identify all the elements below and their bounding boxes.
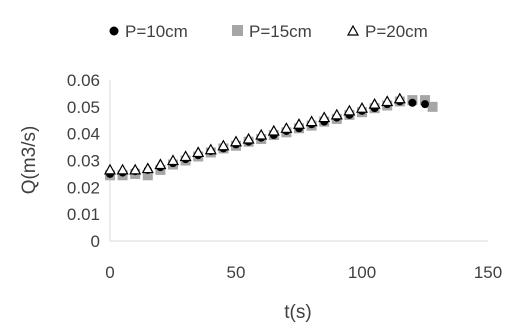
y-axis-label: Q(m3/s) [19,126,40,195]
data-point [355,101,369,113]
data-point [255,128,268,140]
data-point [129,163,142,175]
data-point [420,95,430,106]
data-point [368,97,381,109]
series-circle [106,97,429,178]
data-point [343,104,356,116]
data-point [204,143,217,155]
y-tick-label: 0.01 [67,205,100,224]
data-point [292,118,306,129]
data-point [242,132,255,144]
legend: P=10cm P=15cm P=20cm [109,22,428,41]
legend-label: P=20cm [365,22,428,41]
y-tick-label: 0.02 [67,178,100,197]
data-point [116,163,129,175]
data-point [427,101,438,112]
data-point [192,146,205,158]
x-tick-label: 150 [474,263,502,282]
data-point [330,108,343,120]
y-tick-label: 0.06 [67,71,100,90]
data-point [393,92,406,104]
legend-label: P=10cm [125,22,188,41]
data-point [103,163,117,175]
data-point [421,100,429,109]
x-axis-label: t(s) [284,302,311,322]
y-tick-label: 0 [91,232,100,251]
data-point [142,170,153,181]
legend-item-p20: P=20cm [346,22,428,41]
legend-marker-triangle [346,24,360,36]
data-point [166,154,180,166]
x-tick-label: 100 [348,263,376,282]
data-series [103,92,438,181]
data-point [141,162,154,174]
data-point [305,115,318,127]
legend-item-p15: P=15cm [232,22,312,41]
y-tick-label: 0.04 [67,125,100,144]
data-point [318,111,331,123]
legend-label: P=15cm [249,22,312,41]
data-point [154,158,167,170]
x-tick-label: 50 [227,263,246,282]
legend-marker-square [232,25,243,36]
legend-marker-circle [109,26,119,36]
data-point [229,135,243,147]
x-tick-labels: 0 50 100 150 [105,263,502,282]
data-point [280,122,293,133]
y-tick-labels: 0 0.01 0.02 0.03 0.04 0.05 0.06 [67,71,100,251]
data-point [267,124,280,136]
y-tick-label: 0.05 [67,98,100,117]
data-point [408,98,417,107]
data-point [179,150,192,162]
data-point [217,139,230,151]
series-triangle [103,92,406,175]
y-tick-label: 0.03 [67,152,100,171]
x-tick-label: 0 [105,263,114,282]
data-point [381,95,394,107]
legend-item-p10: P=10cm [109,22,188,41]
